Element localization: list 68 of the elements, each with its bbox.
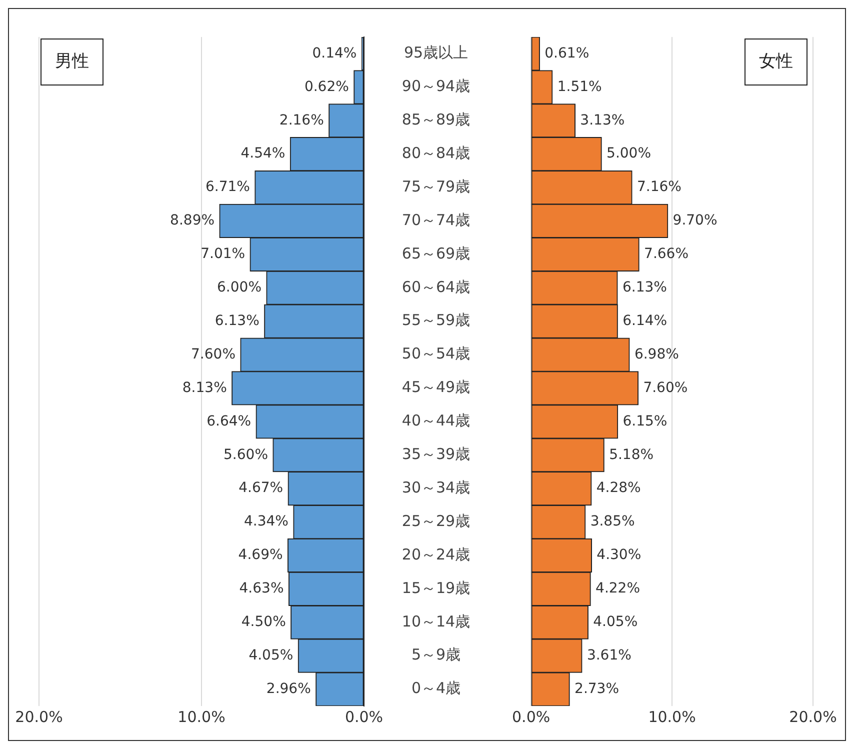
data-label: 4.22%: [596, 580, 640, 597]
data-label: 5.60%: [224, 446, 268, 463]
data-label: 6.13%: [214, 312, 260, 329]
data-label: 7.16%: [636, 179, 682, 196]
data-label: 4.54%: [240, 146, 286, 162]
data-label: 6.00%: [217, 280, 262, 296]
y-tick-label: 45～49歳: [402, 378, 470, 396]
data-label: 6.13%: [622, 280, 667, 296]
y-tick-label: 30～34歳: [402, 478, 470, 496]
y-tick-label: 80～84歳: [402, 144, 470, 162]
y-tick-label: 15～19歳: [402, 578, 470, 597]
data-label: 4.67%: [238, 480, 284, 496]
data-label: 4.50%: [241, 614, 286, 630]
y-tick-label: 35～39歳: [402, 445, 470, 464]
data-label: 4.63%: [239, 580, 284, 597]
data-label: 2.73%: [574, 680, 620, 697]
data-label: 7.60%: [643, 380, 688, 396]
x-tick-label: 20.0%: [15, 708, 63, 726]
x-tick-label: 0.0%: [344, 708, 384, 726]
x-tick-label: 0.0%: [512, 708, 550, 726]
y-tick-label: 40～44歳: [402, 412, 470, 430]
y-tick-label: 0～4歳: [411, 679, 461, 698]
data-label: 4.05%: [248, 647, 294, 664]
data-label: 9.70%: [672, 212, 718, 229]
y-tick-label: 55～59歳: [402, 311, 470, 330]
x-tick-label: 10.0%: [178, 708, 226, 726]
y-tick-label: 85～89歳: [402, 110, 470, 129]
text: 男性: [55, 51, 89, 72]
data-label: 3.13%: [580, 112, 625, 128]
data-label: 0.61%: [544, 45, 590, 62]
data-label: 4.05%: [593, 614, 638, 630]
y-tick-label: 5～9歳: [411, 646, 461, 664]
data-label: 3.61%: [586, 647, 632, 664]
y-tick-label: 90～94歳: [402, 77, 470, 96]
data-label: 4.34%: [244, 514, 288, 530]
data-label: 5.18%: [609, 446, 654, 463]
y-tick-label: 95歳以上: [404, 44, 468, 62]
y-tick-label: 50～54歳: [402, 344, 470, 363]
data-label: 8.13%: [182, 380, 227, 396]
x-tick-label: 10.0%: [648, 708, 696, 726]
data-label: 6.98%: [634, 346, 679, 362]
data-label: 6.71%: [205, 179, 250, 196]
data-label: 5.00%: [606, 146, 652, 162]
data-label: 1.51%: [557, 78, 602, 95]
y-tick-label: 75～79歳: [402, 177, 470, 196]
data-label: 8.89%: [170, 212, 215, 229]
data-label: 7.60%: [191, 346, 236, 362]
y-tick-label: 10～14歳: [402, 612, 470, 630]
data-label: 7.01%: [200, 246, 246, 262]
data-label: 6.64%: [206, 413, 252, 430]
y-tick-label: 25～29歳: [402, 512, 470, 530]
x-tick-label: 20.0%: [789, 708, 837, 726]
data-label: 2.96%: [266, 680, 311, 697]
data-label: 6.15%: [622, 413, 668, 430]
data-label: 7.66%: [644, 246, 689, 262]
y-tick-label: 70～74歳: [402, 210, 470, 229]
y-tick-label: 60～64歳: [402, 278, 470, 296]
data-label: 4.28%: [596, 480, 641, 496]
text: 女性: [759, 51, 793, 72]
data-label: 0.14%: [312, 45, 357, 62]
data-label: 3.85%: [590, 514, 635, 530]
data-label: 6.14%: [622, 312, 668, 329]
data-label: 4.69%: [238, 547, 283, 564]
data-label: 2.16%: [279, 112, 324, 128]
y-tick-label: 65～69歳: [402, 244, 470, 262]
data-label: 0.62%: [304, 78, 349, 95]
data-label: 4.30%: [596, 547, 642, 564]
y-tick-label: 20～24歳: [402, 545, 470, 564]
